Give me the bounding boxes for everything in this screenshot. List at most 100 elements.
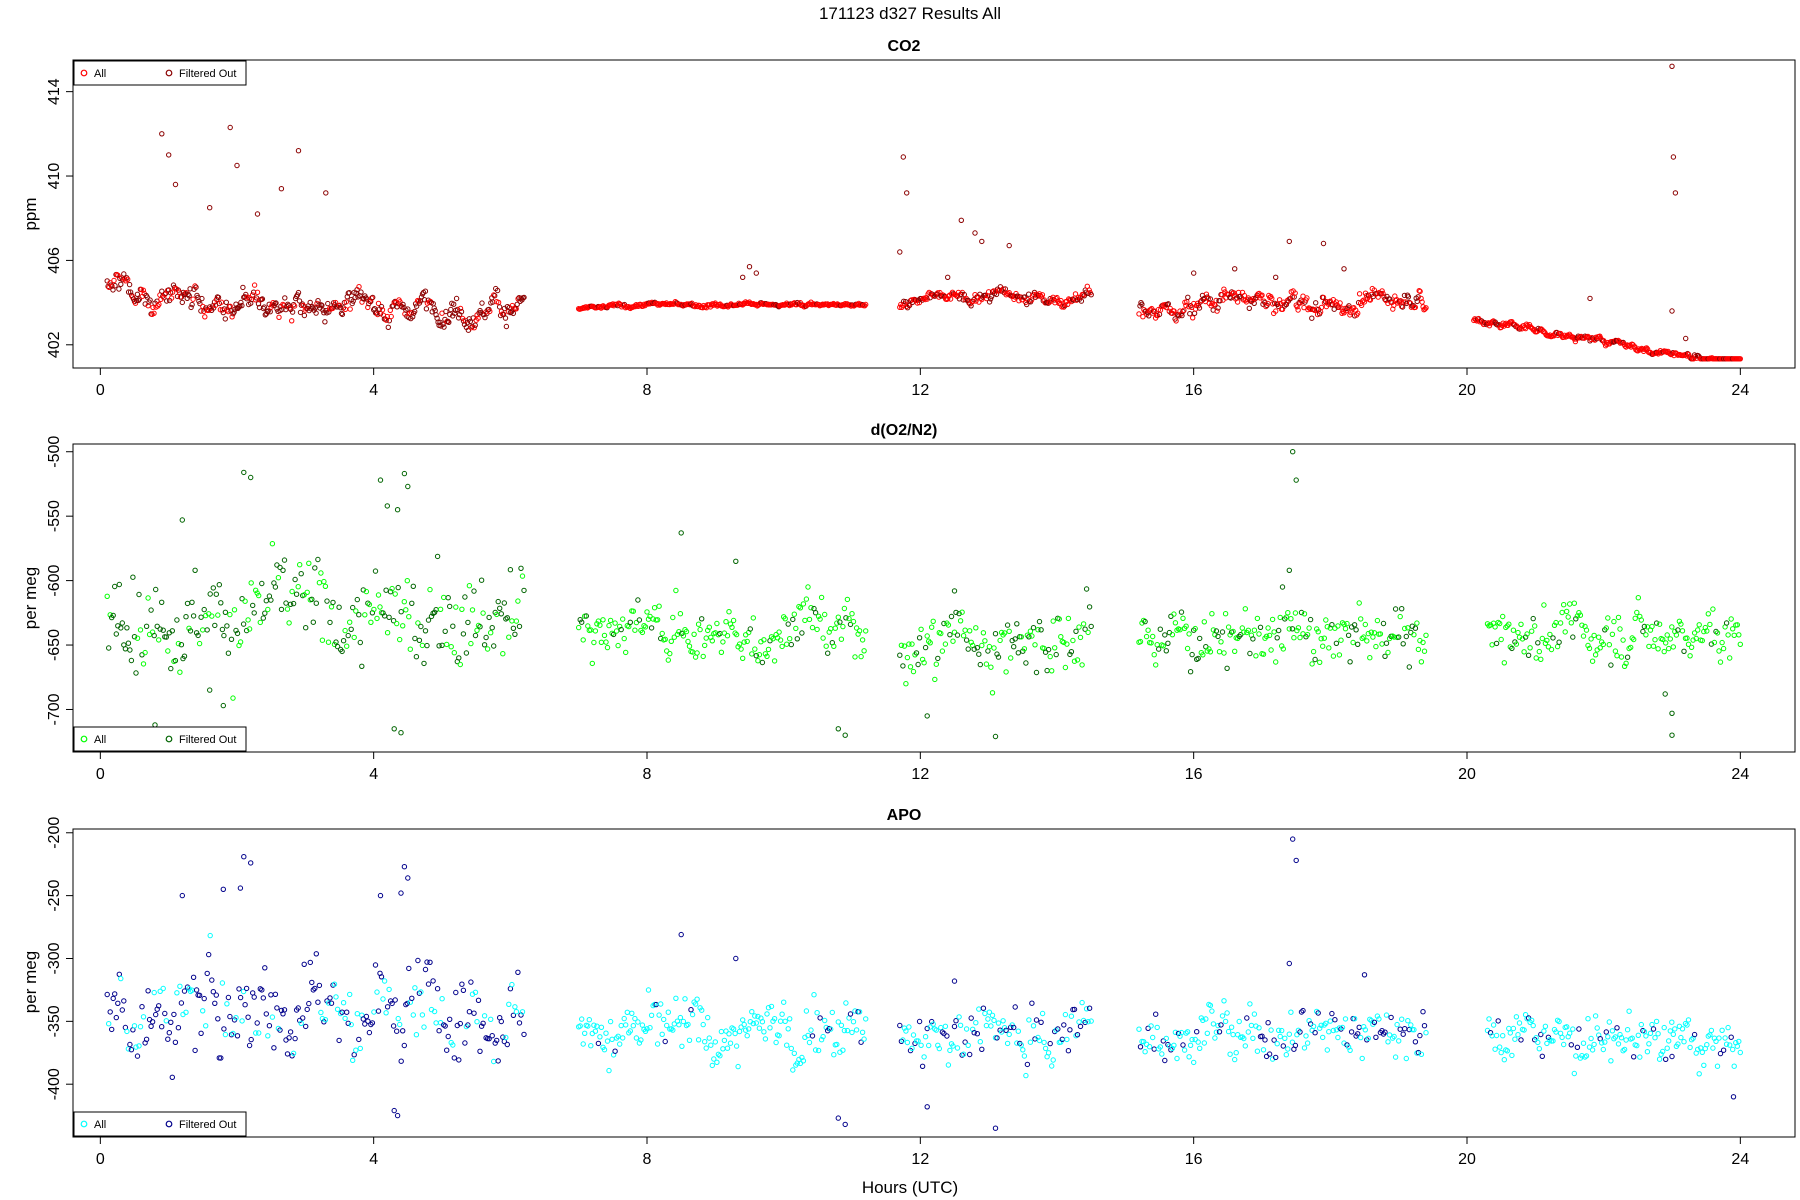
point-filtered (1180, 1042, 1186, 1048)
point-all (1617, 1031, 1623, 1038)
point-all (733, 1043, 740, 1049)
point-all (654, 1041, 661, 1047)
point-all (363, 588, 370, 595)
point-all (1330, 1027, 1337, 1034)
point-all (791, 1050, 797, 1057)
point-all (1397, 613, 1403, 620)
point-all (843, 1000, 849, 1006)
point-filtered (263, 1011, 269, 1017)
point-filtered (430, 978, 436, 984)
point-all (1516, 1020, 1523, 1026)
point-all (1279, 1027, 1285, 1034)
point-all (1006, 628, 1012, 634)
point-all (1268, 1027, 1274, 1033)
point-all (1719, 639, 1725, 646)
point-all (1530, 1022, 1536, 1029)
point-filtered (368, 298, 374, 305)
point-all (186, 986, 192, 992)
point-all (377, 604, 383, 610)
point-filtered (154, 623, 160, 629)
point-all (1335, 1034, 1341, 1041)
point-all (1076, 1019, 1082, 1025)
panel-title: CO2 (888, 38, 921, 55)
point-all (903, 1028, 909, 1034)
point-all (1259, 292, 1265, 298)
point-all (222, 1031, 229, 1038)
point-all (1295, 307, 1301, 313)
point-filtered (1672, 190, 1679, 196)
point-all (280, 301, 286, 308)
point-filtered (1346, 303, 1352, 309)
point-all (1510, 1025, 1517, 1032)
point-filtered (243, 985, 250, 992)
point-all (1557, 620, 1564, 626)
point-all (344, 643, 350, 649)
point-all (375, 592, 382, 598)
point-all (347, 991, 353, 998)
point-all (1737, 641, 1744, 647)
point-all (863, 628, 869, 634)
point-all (1620, 637, 1626, 643)
point-filtered (954, 632, 961, 638)
point-filtered (278, 186, 285, 192)
point-all (1326, 1029, 1332, 1035)
point-filtered (368, 1021, 374, 1028)
point-all (592, 628, 599, 634)
point-all (1273, 659, 1279, 665)
point-filtered (1044, 667, 1050, 674)
point-all (790, 1067, 796, 1073)
point-all (585, 623, 591, 629)
point-filtered (424, 959, 430, 965)
point-all (1606, 1019, 1613, 1025)
point-all (979, 642, 985, 649)
point-filtered (169, 628, 176, 634)
point-all (225, 308, 231, 315)
point-filtered (391, 726, 397, 732)
point-filtered (583, 613, 589, 619)
point-filtered (906, 302, 913, 309)
point-all (781, 999, 787, 1005)
y-tick-label: 414 (46, 78, 63, 105)
point-filtered (251, 994, 257, 1000)
point-all (1242, 606, 1249, 612)
point-filtered (1191, 310, 1198, 316)
point-filtered (198, 614, 204, 620)
point-filtered (336, 604, 342, 610)
point-filtered (595, 1040, 602, 1047)
point-filtered (392, 997, 398, 1003)
point-filtered (460, 987, 467, 993)
point-filtered (323, 190, 329, 196)
point-filtered (225, 994, 232, 1001)
point-filtered (281, 1007, 288, 1013)
point-all (1396, 1038, 1402, 1044)
point-all (738, 646, 744, 652)
point-filtered (1029, 1000, 1035, 1006)
point-all (1336, 652, 1343, 658)
point-all (1370, 634, 1376, 640)
point-filtered (746, 264, 753, 270)
point-all (630, 608, 636, 614)
point-filtered (1347, 659, 1353, 665)
point-filtered (1280, 1043, 1287, 1049)
point-all (991, 645, 997, 651)
point-all (1589, 1047, 1596, 1053)
point-filtered (186, 293, 192, 299)
point-all (694, 996, 700, 1002)
point-all (627, 1028, 633, 1034)
point-all (1727, 655, 1733, 661)
point-all (797, 1060, 804, 1067)
point-all (1173, 318, 1179, 324)
point-all (1150, 633, 1156, 640)
point-all (904, 1039, 911, 1046)
point-all (1204, 1030, 1211, 1037)
point-filtered (1332, 1017, 1338, 1023)
point-all (380, 996, 386, 1002)
point-all (910, 1032, 917, 1038)
point-all (1163, 1035, 1170, 1042)
point-filtered (372, 962, 379, 968)
point-all (289, 588, 295, 595)
point-filtered (295, 148, 302, 154)
point-all (580, 1041, 586, 1047)
point-all (481, 1013, 488, 1019)
point-all (1183, 1030, 1189, 1036)
